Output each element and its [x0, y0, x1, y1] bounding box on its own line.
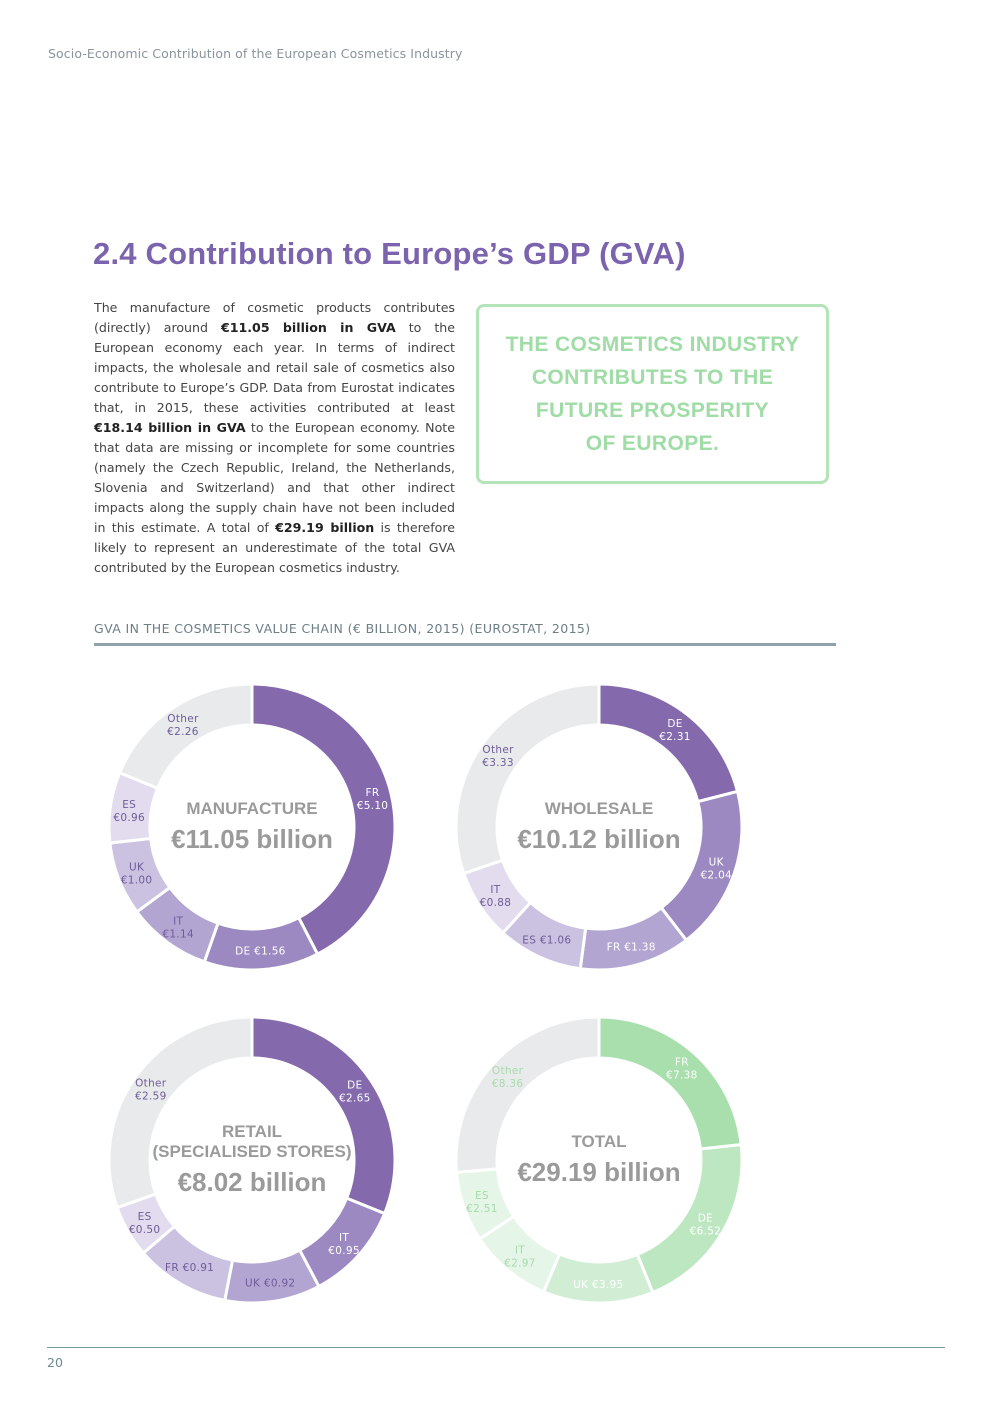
callout-line: THE COSMETICS INDUSTRY: [505, 333, 800, 356]
callout-line: OF EUROPE.: [585, 432, 720, 455]
donut-chart-1: DE€2.31 UK€2.04 FR €1.38 ES €1.06 IT€0.88 Oth…: [454, 682, 744, 972]
slice-label-value: €2.04: [700, 869, 732, 881]
slice-label-name: Other: [167, 713, 199, 725]
slice-label: FR €1.38: [607, 942, 656, 954]
slice-label-value: €6.52: [690, 1226, 722, 1238]
caption-divider: [94, 643, 836, 646]
body-text-1: The manufacture of cosmetic products con…: [94, 300, 455, 335]
slice-label-name: Other: [492, 1065, 524, 1077]
chart-center-title: TOTAL: [571, 1132, 626, 1151]
donut-slice-other: [107, 1015, 254, 1210]
running-header: Socio-Economic Contribution of the Europ…: [48, 46, 463, 61]
callout-box: THE COSMETICS INDUSTRY CONTRIBUTES TO TH…: [476, 304, 829, 484]
slice-label-value: €1.14: [162, 929, 194, 941]
slice-label-value: €2.59: [135, 1090, 167, 1102]
donut-chart-3: FR€7.38 DE€6.52 UK €3.95 IT€2.97 ES€2.51 Othe…: [454, 1015, 744, 1305]
slice-label-name: IT: [515, 1244, 525, 1256]
slice-label-name: DE: [347, 1080, 362, 1092]
slice-label-value: €2.51: [466, 1203, 498, 1215]
donut-slice-other: [117, 682, 254, 791]
slice-label: UK €3.95: [573, 1279, 623, 1291]
slice-label-value: €2.97: [504, 1257, 536, 1269]
chart-center-title: WHOLESALE: [545, 799, 654, 818]
slice-label-name: Other: [482, 744, 514, 756]
donut-slice-uk: [222, 1248, 321, 1305]
callout-text: THE COSMETICS INDUSTRY CONTRIBUTES TO TH…: [506, 328, 800, 460]
slice-label-name: IT: [339, 1232, 349, 1244]
callout-line: CONTRIBUTES TO THE: [531, 366, 774, 389]
slice-label: FR €0.91: [165, 1262, 214, 1274]
chart-center-total: €29.19 billion: [517, 1157, 680, 1187]
slice-label-name: DE: [698, 1213, 713, 1225]
slice-label-value: €2.26: [167, 726, 199, 738]
slice-label-name: FR: [366, 787, 380, 799]
slice-label-name: Other: [135, 1077, 167, 1089]
donut-chart-0: FR€5.10 DE €1.56 IT€1.14 UK€1.00 ES€0.96 Othe…: [107, 682, 397, 972]
section-title: 2.4 Contribution to Europe’s GDP (GVA): [93, 236, 686, 271]
donut-slice-other: [454, 682, 601, 876]
slice-label-name: UK: [129, 861, 145, 873]
body-bold-total-gva: €29.19 billion: [275, 520, 375, 535]
figure-caption: GVA IN THE COSMETICS VALUE CHAIN (€ BILL…: [94, 621, 591, 636]
chart-center-title: MANUFACTURE: [186, 799, 317, 818]
chart-center-total: €10.12 billion: [517, 824, 680, 854]
slice-label-name: ES: [475, 1190, 489, 1202]
donut-slice-fr: [250, 682, 397, 957]
donut-slice-de: [250, 1015, 397, 1216]
body-bold-manufacture-gva: €11.05 billion in GVA: [220, 320, 396, 335]
slice-label-name: IT: [490, 884, 500, 896]
slice-label-name: ES: [122, 799, 136, 811]
donut-slice-other: [454, 1015, 601, 1175]
slice-label-value: €2.31: [659, 731, 691, 743]
slice-label-value: €0.96: [113, 812, 145, 824]
donut-chart-2: DE€2.65 IT€0.95 UK €0.92 FR €0.91 ES€0.50 Oth…: [107, 1015, 397, 1305]
donut-slice-uk: [659, 789, 744, 943]
chart-center-title: (SPECIALISED STORES): [153, 1142, 352, 1161]
slice-label-value: €7.38: [666, 1070, 698, 1082]
slice-label-value: €5.10: [357, 800, 389, 812]
slice-label-value: €3.33: [482, 757, 514, 769]
slice-label-name: FR: [675, 1057, 689, 1069]
slice-label: ES €1.06: [522, 934, 571, 946]
chart-center-total: €11.05 billion: [171, 824, 333, 854]
chart-center-total: €8.02 billion: [178, 1167, 327, 1197]
slice-label-name: DE: [667, 718, 682, 730]
body-bold-indirect-gva: €18.14 billion in GVA: [94, 420, 246, 435]
donut-slice-de: [202, 915, 320, 972]
slice-label: DE €1.56: [235, 946, 286, 958]
body-text-2: to the European economy each year. In te…: [94, 320, 455, 415]
body-text-3: to the European economy. Note that data …: [94, 420, 455, 535]
body-text-4: is therefore likely to represent an unde…: [94, 520, 456, 575]
slice-label-name: IT: [173, 916, 183, 928]
slice-label-name: ES: [138, 1211, 152, 1223]
slice-label-value: €0.95: [328, 1245, 360, 1257]
slice-label-value: €0.50: [129, 1224, 161, 1236]
slice-label-value: €1.00: [121, 874, 153, 886]
footer-divider: [47, 1347, 945, 1348]
body-paragraph: The manufacture of cosmetic products con…: [94, 298, 455, 578]
slice-label-value: €8.36: [492, 1078, 524, 1090]
slice-label: UK €0.92: [245, 1278, 295, 1290]
slice-label-name: UK: [709, 856, 725, 868]
donut-slice-fr: [597, 1015, 743, 1151]
slice-label-value: €2.65: [339, 1093, 371, 1105]
chart-center-title: RETAIL: [222, 1122, 282, 1141]
page-number: 20: [47, 1355, 63, 1370]
slice-label-value: €0.88: [480, 897, 512, 909]
callout-line: FUTURE PROSPERITY: [535, 399, 770, 422]
